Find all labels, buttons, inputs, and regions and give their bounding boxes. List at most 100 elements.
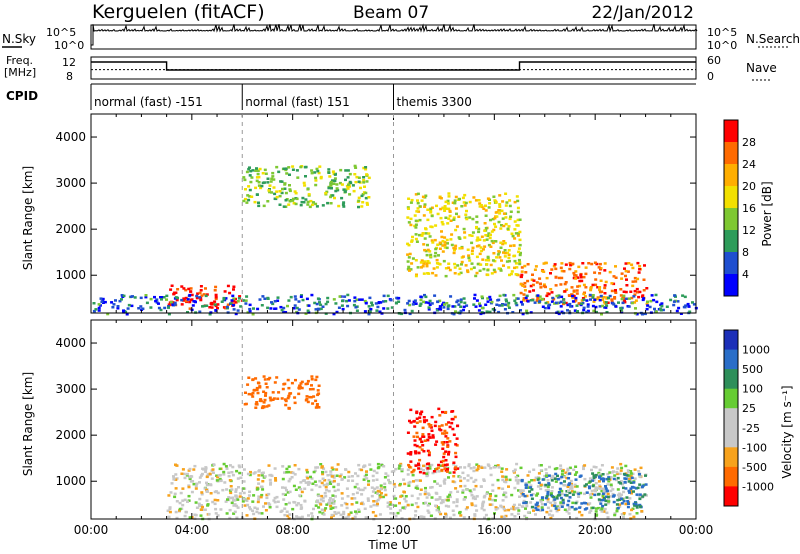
colorbar-frame <box>723 329 739 507</box>
data-cell <box>539 483 543 487</box>
data-cell <box>493 240 497 243</box>
data-cell <box>470 494 474 497</box>
data-cell <box>335 474 339 477</box>
data-cell <box>521 303 524 306</box>
data-cell <box>569 263 573 267</box>
ytick-label: 4000 <box>55 336 86 350</box>
data-cell <box>621 483 625 486</box>
data-cell <box>458 237 462 240</box>
data-cell <box>198 476 202 479</box>
data-cell <box>317 171 321 175</box>
data-cell <box>315 500 319 504</box>
data-cell <box>575 289 579 292</box>
data-cell <box>284 167 288 170</box>
data-cell <box>247 198 251 202</box>
data-cell <box>416 207 420 210</box>
data-cell <box>322 513 326 516</box>
data-cell <box>226 284 230 288</box>
data-cell <box>480 507 484 510</box>
data-cell <box>508 478 512 482</box>
data-cell <box>553 263 557 266</box>
data-cell <box>304 175 307 178</box>
data-cell <box>652 298 656 302</box>
data-cell <box>354 166 358 169</box>
data-cell <box>293 304 297 307</box>
data-cell <box>477 230 481 234</box>
data-cell <box>619 482 623 485</box>
data-cell <box>266 306 270 310</box>
data-cell <box>592 465 596 469</box>
data-cell <box>334 506 338 509</box>
data-cell <box>426 218 430 222</box>
data-cell <box>418 493 422 496</box>
data-cell <box>335 468 339 471</box>
data-cell <box>430 415 434 419</box>
data-cell <box>487 232 491 235</box>
data-cell <box>411 235 414 239</box>
data-cell <box>620 513 624 516</box>
data-cell <box>376 466 380 470</box>
data-cell <box>519 291 523 295</box>
data-cell <box>387 478 390 482</box>
data-cell <box>500 209 504 213</box>
data-cell <box>435 482 439 485</box>
data-cell <box>133 296 137 299</box>
data-cell <box>409 268 413 271</box>
data-cell <box>160 296 164 299</box>
data-cell <box>557 312 561 316</box>
data-cell <box>324 507 328 510</box>
data-cell <box>373 487 377 491</box>
data-cell <box>632 295 636 298</box>
data-cell <box>248 309 252 313</box>
data-cell <box>225 488 229 491</box>
data-cell <box>473 497 477 501</box>
data-cell <box>615 478 618 482</box>
data-cell <box>470 234 474 237</box>
data-cell <box>447 262 451 265</box>
data-cell <box>266 181 270 184</box>
data-cell <box>556 478 560 481</box>
data-cell <box>310 375 314 378</box>
data-cell <box>106 312 110 316</box>
data-cell <box>476 236 480 239</box>
data-cell <box>462 477 466 480</box>
data-cell <box>439 512 443 516</box>
data-cell <box>453 248 456 252</box>
colorbar-tick-label: 8 <box>742 246 749 259</box>
data-cell <box>540 506 544 509</box>
data-cell <box>172 475 175 478</box>
data-cell <box>273 467 277 470</box>
data-cell <box>463 484 467 488</box>
data-cell <box>539 464 543 467</box>
data-cell <box>490 503 494 506</box>
data-cell <box>256 500 260 504</box>
data-cell <box>479 485 483 488</box>
data-cell <box>407 221 411 224</box>
data-cell <box>364 196 368 200</box>
data-cell <box>514 507 518 510</box>
data-cell <box>506 227 510 231</box>
data-cell <box>406 452 410 455</box>
data-cell <box>516 297 520 300</box>
data-cell <box>618 472 622 475</box>
data-cell <box>234 301 238 304</box>
data-cell <box>207 512 211 516</box>
data-cell <box>316 389 320 392</box>
data-cell <box>498 194 502 197</box>
data-cell <box>482 500 486 504</box>
data-cell <box>570 487 574 490</box>
data-cell <box>465 304 469 307</box>
data-cell <box>604 306 608 309</box>
data-cell <box>534 476 538 480</box>
data-cell <box>394 514 398 518</box>
data-cell <box>149 297 153 301</box>
data-cell <box>312 507 315 511</box>
data-cell <box>235 516 239 519</box>
data-cell <box>429 211 433 214</box>
data-cell <box>166 509 170 512</box>
data-cell <box>229 491 233 495</box>
data-cell <box>625 474 629 477</box>
data-cell <box>450 233 454 236</box>
data-cell <box>516 234 520 237</box>
